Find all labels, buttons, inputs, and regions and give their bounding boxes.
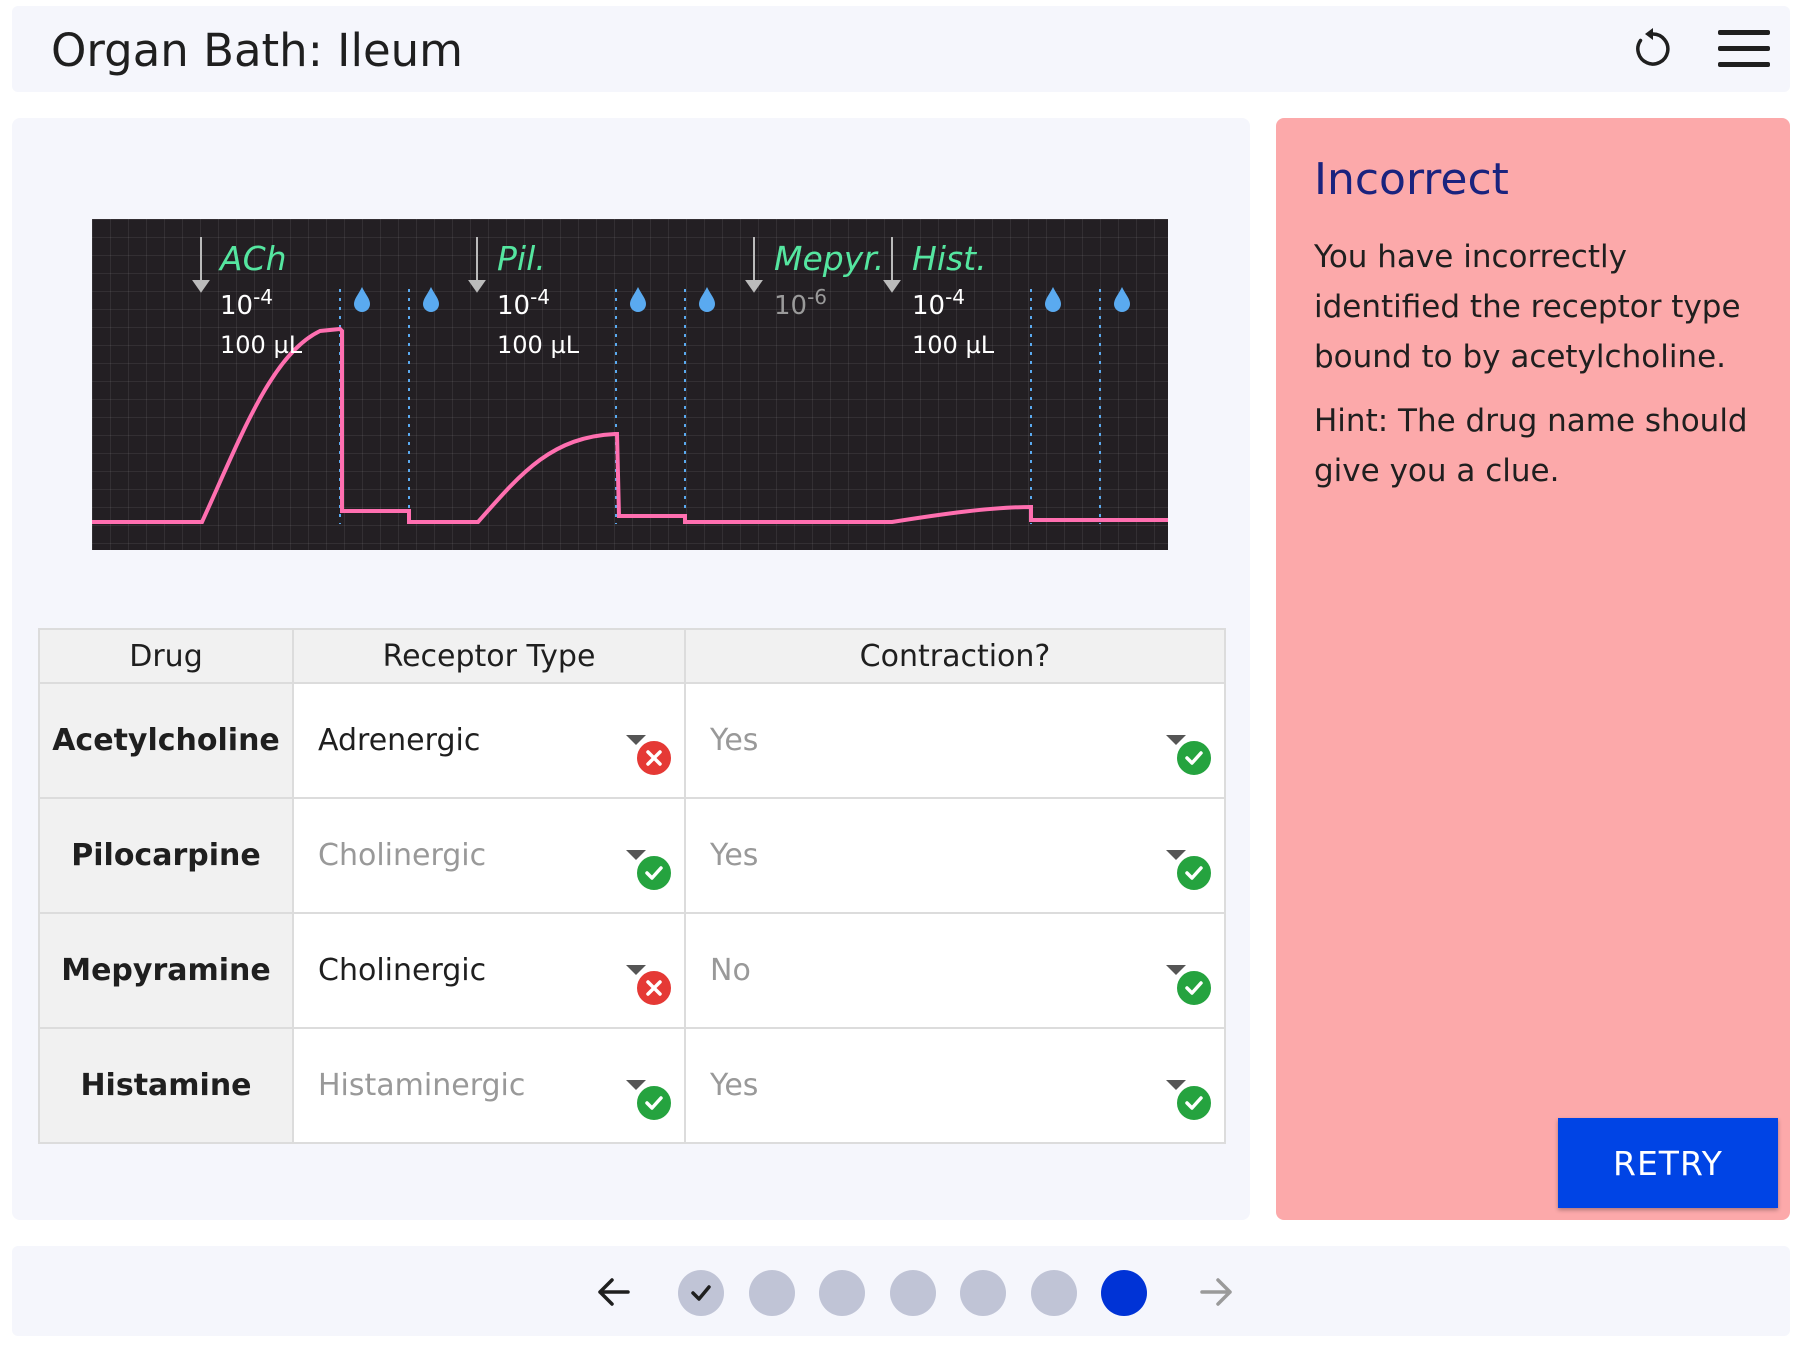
select-value: Adrenergic (318, 723, 481, 758)
injection-arrow-icons (192, 237, 901, 293)
contraction-select[interactable]: Yes (684, 797, 1226, 914)
contraction-select[interactable]: No (684, 912, 1226, 1029)
correct-check-icon (634, 1083, 674, 1123)
select-value: No (710, 953, 751, 988)
select-value: Histaminergic (318, 1068, 526, 1103)
drug-name-cell: Pilocarpine (38, 797, 294, 914)
hamburger-menu-icon[interactable] (1718, 30, 1770, 70)
app-header: Organ Bath: Ileum (12, 6, 1790, 92)
drug-name-cell: Mepyramine (38, 912, 294, 1029)
correct-check-icon (1174, 968, 1214, 1008)
page-dot[interactable] (960, 1270, 1006, 1316)
select-value: Yes (710, 838, 759, 873)
table-row: Mepyramine Cholinergic No (38, 912, 1226, 1029)
drug-name-cell: Acetylcholine (38, 682, 294, 799)
retry-button[interactable]: RETRY (1558, 1118, 1778, 1208)
select-value: Yes (710, 723, 759, 758)
marker-concentration: 10-6 (774, 285, 828, 321)
table-header-row: Drug Receptor Type Contraction? (38, 628, 1226, 684)
experiment-panel: ACh 10-4 100 µL Pil. 10-4 100 µL Mepyr. … (12, 118, 1250, 1220)
correct-check-icon (1174, 853, 1214, 893)
washout-lines (339, 289, 1101, 524)
chevron-down-icon[interactable] (1166, 735, 1186, 745)
receptor-select[interactable]: Cholinergic (292, 797, 686, 914)
table-row: Histamine Histaminergic Yes (38, 1027, 1226, 1144)
marker-drug-label: Pil. (497, 239, 546, 278)
table-row: Pilocarpine Cholinergic Yes (38, 797, 1226, 914)
page-title: Organ Bath: Ileum (51, 24, 463, 77)
marker-concentration: 10-4 (497, 285, 551, 321)
reset-icon[interactable] (1632, 28, 1674, 70)
feedback-title: Incorrect (1314, 154, 1509, 205)
drug-receptor-table: Drug Receptor Type Contraction? Acetylch… (38, 628, 1226, 1144)
trace-graphic (92, 237, 1168, 524)
receptor-select[interactable]: Adrenergic (292, 682, 686, 799)
pagination-bar (12, 1246, 1790, 1336)
marker-volume: 100 µL (220, 331, 303, 359)
contraction-select[interactable]: Yes (684, 682, 1226, 799)
feedback-message: You have incorrectly identified the rece… (1314, 239, 1741, 375)
page-dot[interactable] (678, 1270, 724, 1316)
incorrect-x-icon (634, 738, 674, 778)
next-arrow-icon[interactable] (1194, 1270, 1238, 1314)
marker-drug-label: Mepyr. (774, 239, 885, 278)
chevron-down-icon[interactable] (1166, 1080, 1186, 1090)
washout-drop-icons (354, 287, 1130, 312)
check-icon (691, 1285, 711, 1301)
marker-volume: 100 µL (497, 331, 580, 359)
select-value: Cholinergic (318, 953, 487, 988)
page-dot[interactable] (748, 1270, 795, 1316)
feedback-hint: Hint: The drug name should give you a cl… (1314, 403, 1748, 489)
page-dot[interactable] (1030, 1270, 1077, 1316)
page-dot[interactable] (819, 1270, 865, 1316)
correct-check-icon (1174, 1083, 1214, 1123)
receptor-select[interactable]: Cholinergic (292, 912, 686, 1029)
contraction-trace-line (92, 326, 1168, 524)
previous-arrow-icon[interactable] (592, 1270, 636, 1314)
chevron-down-icon[interactable] (1166, 850, 1186, 860)
chevron-down-icon[interactable] (1166, 965, 1186, 975)
marker-concentration: 10-4 (220, 285, 274, 321)
page-dot[interactable] (889, 1270, 936, 1316)
correct-check-icon (634, 853, 674, 893)
contraction-select[interactable]: Yes (684, 1027, 1226, 1144)
marker-drug-label: ACh (220, 239, 287, 278)
select-value: Cholinergic (318, 838, 487, 873)
marker-volume: 100 µL (912, 331, 995, 359)
column-header-receptor: Receptor Type (292, 628, 686, 684)
select-value: Yes (710, 1068, 759, 1103)
marker-concentration: 10-4 (912, 285, 966, 321)
drug-name-cell: Histamine (38, 1027, 294, 1144)
correct-check-icon (1174, 738, 1214, 778)
chevron-down-icon[interactable] (626, 1080, 646, 1090)
page-dot[interactable] (1101, 1270, 1147, 1316)
chevron-down-icon[interactable] (626, 850, 646, 860)
receptor-select[interactable]: Histaminergic (292, 1027, 686, 1144)
column-header-contraction: Contraction? (684, 628, 1226, 684)
chevron-down-icon[interactable] (626, 965, 646, 975)
column-header-drug: Drug (38, 628, 294, 684)
chevron-down-icon[interactable] (626, 735, 646, 745)
marker-drug-label: Hist. (912, 239, 987, 278)
feedback-panel: Incorrect You have incorrectly identifie… (1276, 118, 1790, 1220)
organ-bath-trace: ACh 10-4 100 µL Pil. 10-4 100 µL Mepyr. … (92, 219, 1168, 550)
table-row: Acetylcholine Adrenergic Yes (38, 682, 1226, 799)
incorrect-x-icon (634, 968, 674, 1008)
